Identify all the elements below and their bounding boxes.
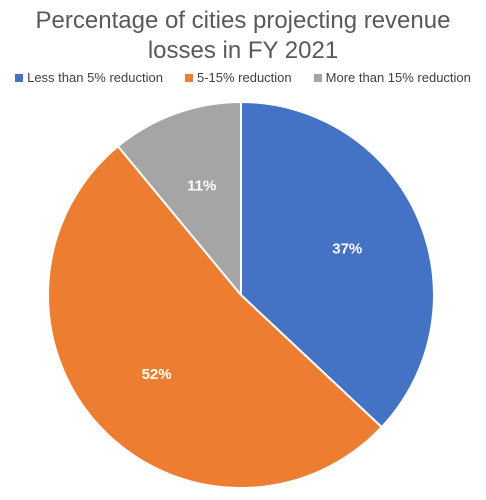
pie-slice-5-15 [47, 145, 383, 489]
pie-data-label-5-15: 52% [142, 366, 172, 383]
pie-slice-more-than-15 [116, 101, 242, 296]
pie-data-label-more-than-15: 11% [187, 178, 216, 195]
legend-item-less-than-5: Less than 5% reduction [15, 70, 163, 85]
legend-swatch-5-15 [184, 73, 193, 82]
legend-item-5-15: 5-15% reduction [184, 70, 292, 85]
legend-swatch-more-than-15 [313, 73, 322, 82]
legend-label-more-than-15: More than 15% reduction [325, 70, 471, 85]
pie-data-label-less-than-5: 37% [332, 241, 362, 258]
chart-title-line-1: Percentage of cities projecting revenue [35, 7, 451, 34]
legend-label-less-than-5: Less than 5% reduction [27, 70, 163, 85]
pie-slice-less-than-5 [240, 101, 435, 429]
chart-title: Percentage of cities projecting revenue … [0, 6, 486, 66]
legend-label-5-15: 5-15% reduction [196, 70, 292, 85]
legend-swatch-less-than-5 [15, 73, 24, 82]
legend-item-more-than-15: More than 15% reduction [313, 70, 471, 85]
chart-title-line-2: losses in FY 2021 [147, 37, 339, 64]
chart-legend: Less than 5% reduction 5-15% reduction M… [0, 70, 486, 85]
